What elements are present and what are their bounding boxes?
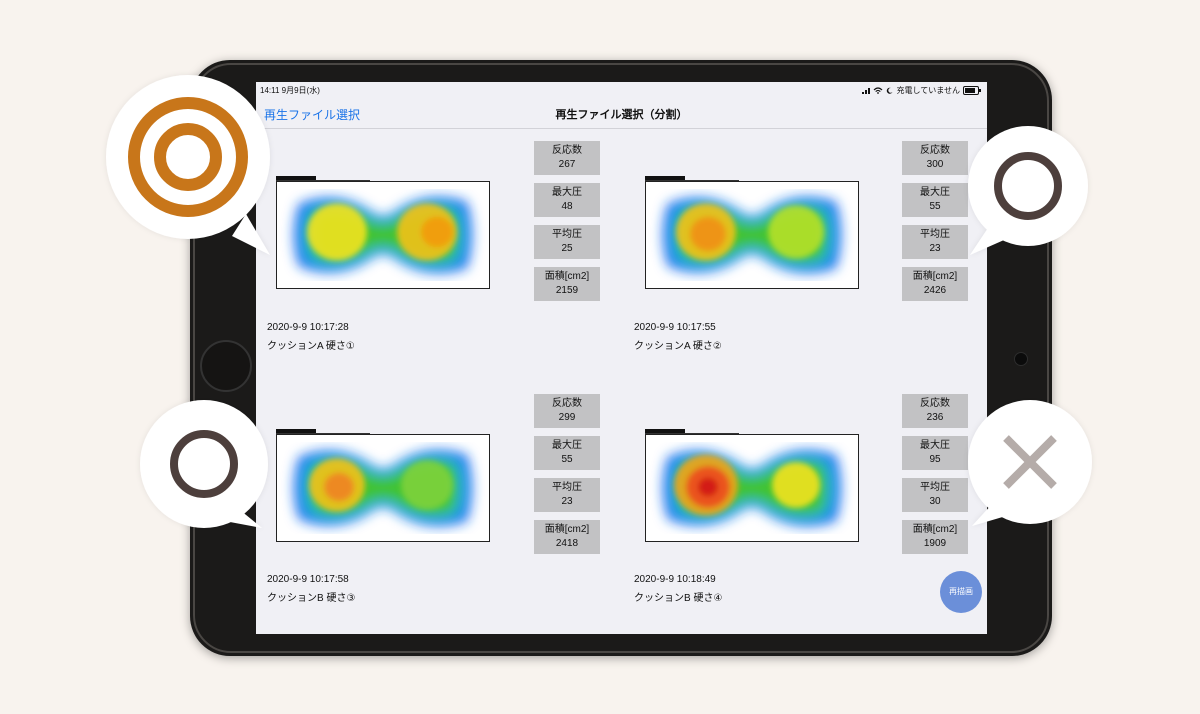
metric-value: 236 [926,412,944,423]
pressure-heatmap[interactable] [276,181,490,289]
heatmap-image [663,196,841,274]
metric-area: 面積[cm2] 2418 [534,520,600,554]
metric-value: 2426 [923,285,947,296]
redraw-button[interactable]: 再描画 [940,571,982,613]
metric-value: 95 [929,454,941,465]
metric-label: 平均圧 [552,482,582,493]
circle-icon [170,430,238,498]
double-circle-icon [128,97,248,217]
heatmap-header-line [276,180,370,181]
page-title: 再生ファイル選択（分割） [555,109,688,121]
heatmap-image [663,449,841,527]
heatmap-image [294,196,472,274]
metric-label: 反応数 [552,145,582,156]
metric-area: 面積[cm2] 2426 [902,267,968,301]
metric-value: 2159 [555,285,579,296]
heatmap-tab-marker [645,429,685,434]
record-timestamp: 2020-9-9 10:17:58 [267,574,349,585]
metric-label: 面積[cm2] [912,524,958,535]
heatmap-tab-marker [276,429,316,434]
tablet-bezel [193,63,1049,653]
status-indicators: 充電していません [862,85,981,96]
rating-bubble [968,126,1088,255]
cross-icon [1003,435,1057,489]
metric-reactions: 反応数 299 [534,394,600,428]
metric-reactions: 反応数 267 [534,141,600,175]
metric-value: 267 [558,159,576,170]
heatmap-header-line [645,433,739,434]
metric-max-pressure: 最大圧 48 [534,183,600,217]
metric-label: 反応数 [552,398,582,409]
front-camera [1014,352,1028,366]
record-timestamp: 2020-9-9 10:18:49 [634,574,716,585]
signal-icon [862,87,871,94]
metric-value: 48 [561,201,573,212]
pressure-heatmap[interactable] [276,434,490,542]
metric-label: 最大圧 [920,440,950,451]
moon-icon [887,87,893,94]
record-timestamp: 2020-9-9 10:17:28 [267,322,349,333]
heatmap-header-line [645,180,739,181]
heatmap-image [294,449,472,527]
metric-avg-pressure: 平均圧 23 [534,478,600,512]
record-name: クッションA 硬さ① [267,341,355,352]
pressure-heatmap[interactable] [645,181,859,289]
navigation-bar: 再生ファイル選択 再生ファイル選択（分割） [256,98,987,129]
metric-label: 平均圧 [920,229,950,240]
metric-value: 2418 [555,538,579,549]
metric-value: 1909 [923,538,947,549]
record-name: クッションB 硬さ③ [267,593,356,604]
metric-label: 最大圧 [552,187,582,198]
status-bar: 14:11 9月9日(水) 充電していません [256,82,987,98]
metric-label: 反応数 [920,145,950,156]
metric-label: 面積[cm2] [912,271,958,282]
metric-label: 面積[cm2] [544,271,590,282]
metric-area: 面積[cm2] 2159 [534,267,600,301]
app-screen: 14:11 9月9日(水) 充電していません 再生ファイル選択 再生ファイル選択… [256,82,987,634]
metric-label: 平均圧 [552,229,582,240]
battery-icon [963,86,981,95]
metric-value: 55 [929,201,941,212]
metric-reactions: 反応数 236 [902,394,968,428]
charging-status-text: 充電していません [896,86,960,95]
home-button[interactable] [200,340,252,392]
metric-area: 面積[cm2] 1909 [902,520,968,554]
metric-label: 反応数 [920,398,950,409]
metric-avg-pressure: 平均圧 23 [902,225,968,259]
heatmap-header-line [276,433,370,434]
metric-avg-pressure: 平均圧 25 [534,225,600,259]
metric-value: 300 [926,159,944,170]
metric-value: 299 [558,412,576,423]
metric-max-pressure: 最大圧 55 [534,436,600,470]
metric-max-pressure: 最大圧 55 [902,183,968,217]
pressure-heatmap[interactable] [645,434,859,542]
record-timestamp: 2020-9-9 10:17:55 [634,322,716,333]
heatmap-tab-marker [276,176,316,181]
status-time: 14:11 9月9日(水) [260,86,320,95]
metric-value: 25 [561,243,573,254]
record-name: クッションA 硬さ② [634,341,722,352]
metric-avg-pressure: 平均圧 30 [902,478,968,512]
metric-label: 最大圧 [920,187,950,198]
metric-value: 23 [561,496,573,507]
metric-label: 平均圧 [920,482,950,493]
metric-max-pressure: 最大圧 95 [902,436,968,470]
heatmap-tab-marker [645,176,685,181]
wifi-icon [874,87,883,94]
circle-icon [994,152,1062,220]
metric-label: 最大圧 [552,440,582,451]
rating-bubble [140,400,268,528]
record-name: クッションB 硬さ④ [634,593,723,604]
metric-value: 23 [929,243,941,254]
metric-value: 30 [929,496,941,507]
metric-value: 55 [561,454,573,465]
metric-reactions: 反応数 300 [902,141,968,175]
metric-label: 面積[cm2] [544,524,590,535]
back-button[interactable]: 再生ファイル選択 [264,108,361,122]
